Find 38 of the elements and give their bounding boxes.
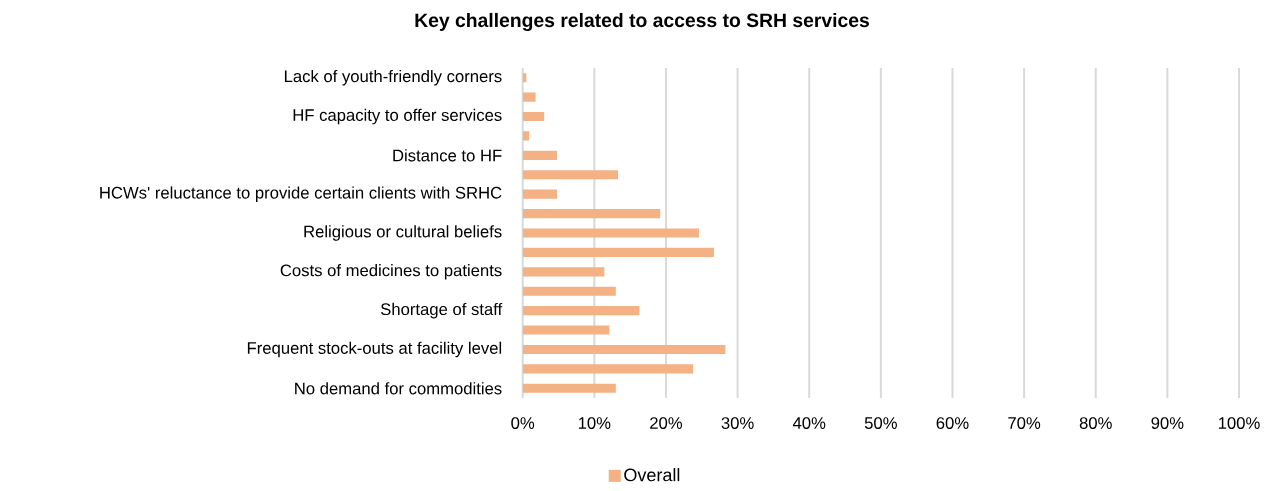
y-tick-label: Frequent stock-outs at facility level [247, 341, 502, 358]
bar [522, 306, 640, 316]
bar [522, 92, 536, 102]
bar [522, 344, 726, 355]
bar [522, 131, 530, 141]
y-tick-label: Distance to HF [393, 149, 502, 162]
bar [522, 209, 661, 219]
x-tick-label: 40% [792, 417, 826, 429]
y-tick-label: Shortage of staff [380, 302, 503, 319]
bar [522, 383, 616, 393]
y-tick-label: Lack of youth-friendly corners [284, 69, 502, 86]
x-tick-label: 100% [1218, 417, 1260, 429]
y-tick-label: Costs of medicines to patients [280, 264, 502, 280]
bar [522, 189, 558, 199]
y-tick-label: Religious or cultural beliefs [304, 225, 502, 241]
x-tick-label: 0% [511, 417, 535, 429]
bar [522, 150, 558, 160]
bar [522, 170, 618, 180]
bar [522, 228, 699, 238]
x-tick-label: 70% [1008, 417, 1041, 429]
y-tick-label: HCWs' reluctance to provide certain clients with SRHC [100, 186, 502, 202]
x-tick-label: 20% [650, 417, 683, 429]
x-tick-label: 60% [936, 417, 969, 429]
chart-title: Key challenges related to access to SRH services [415, 12, 869, 32]
bar [522, 111, 545, 122]
legend-label: Overall [624, 468, 680, 482]
x-tick-label: 50% [864, 417, 897, 429]
bar [522, 247, 714, 257]
bar [522, 286, 616, 296]
bar [522, 325, 610, 335]
x-tick-label: 80% [1079, 417, 1112, 429]
x-tick-label: 30% [721, 417, 754, 429]
bar [522, 267, 605, 277]
x-tick-label: 10% [578, 417, 611, 429]
y-tick-label: No demand for commodities [295, 382, 502, 395]
bar [522, 364, 694, 374]
x-tick-label: 90% [1151, 417, 1184, 429]
y-tick-label: HF capacity to offer services [293, 108, 502, 125]
